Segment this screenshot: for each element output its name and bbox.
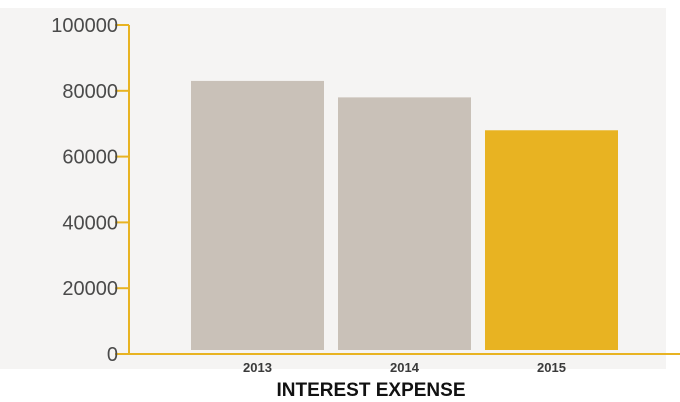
y-tick-label-100000: 100000 bbox=[51, 15, 118, 37]
x-tick-labels: 2013 2014 2015 bbox=[243, 360, 566, 375]
bar-2015 bbox=[485, 130, 618, 350]
y-tick-label-20000: 20000 bbox=[62, 278, 118, 300]
x-tick-label-2014: 2014 bbox=[390, 360, 420, 375]
chart-title: INTEREST EXPENSE bbox=[277, 380, 466, 401]
bars-group bbox=[191, 80, 618, 351]
y-tick-label-80000: 80000 bbox=[62, 81, 118, 103]
y-tick-label-60000: 60000 bbox=[62, 147, 118, 169]
y-tick-label-40000: 40000 bbox=[62, 212, 118, 234]
y-tick-label-0: 0 bbox=[107, 344, 118, 366]
axes-group bbox=[115, 24, 680, 355]
y-tick-labels: 0 20000 40000 60000 80000 100000 bbox=[51, 15, 118, 366]
x-tick-label-2013: 2013 bbox=[243, 360, 272, 375]
x-tick-label-2015: 2015 bbox=[537, 360, 566, 375]
bar-2013 bbox=[191, 80, 324, 351]
bar-2014 bbox=[338, 97, 471, 350]
